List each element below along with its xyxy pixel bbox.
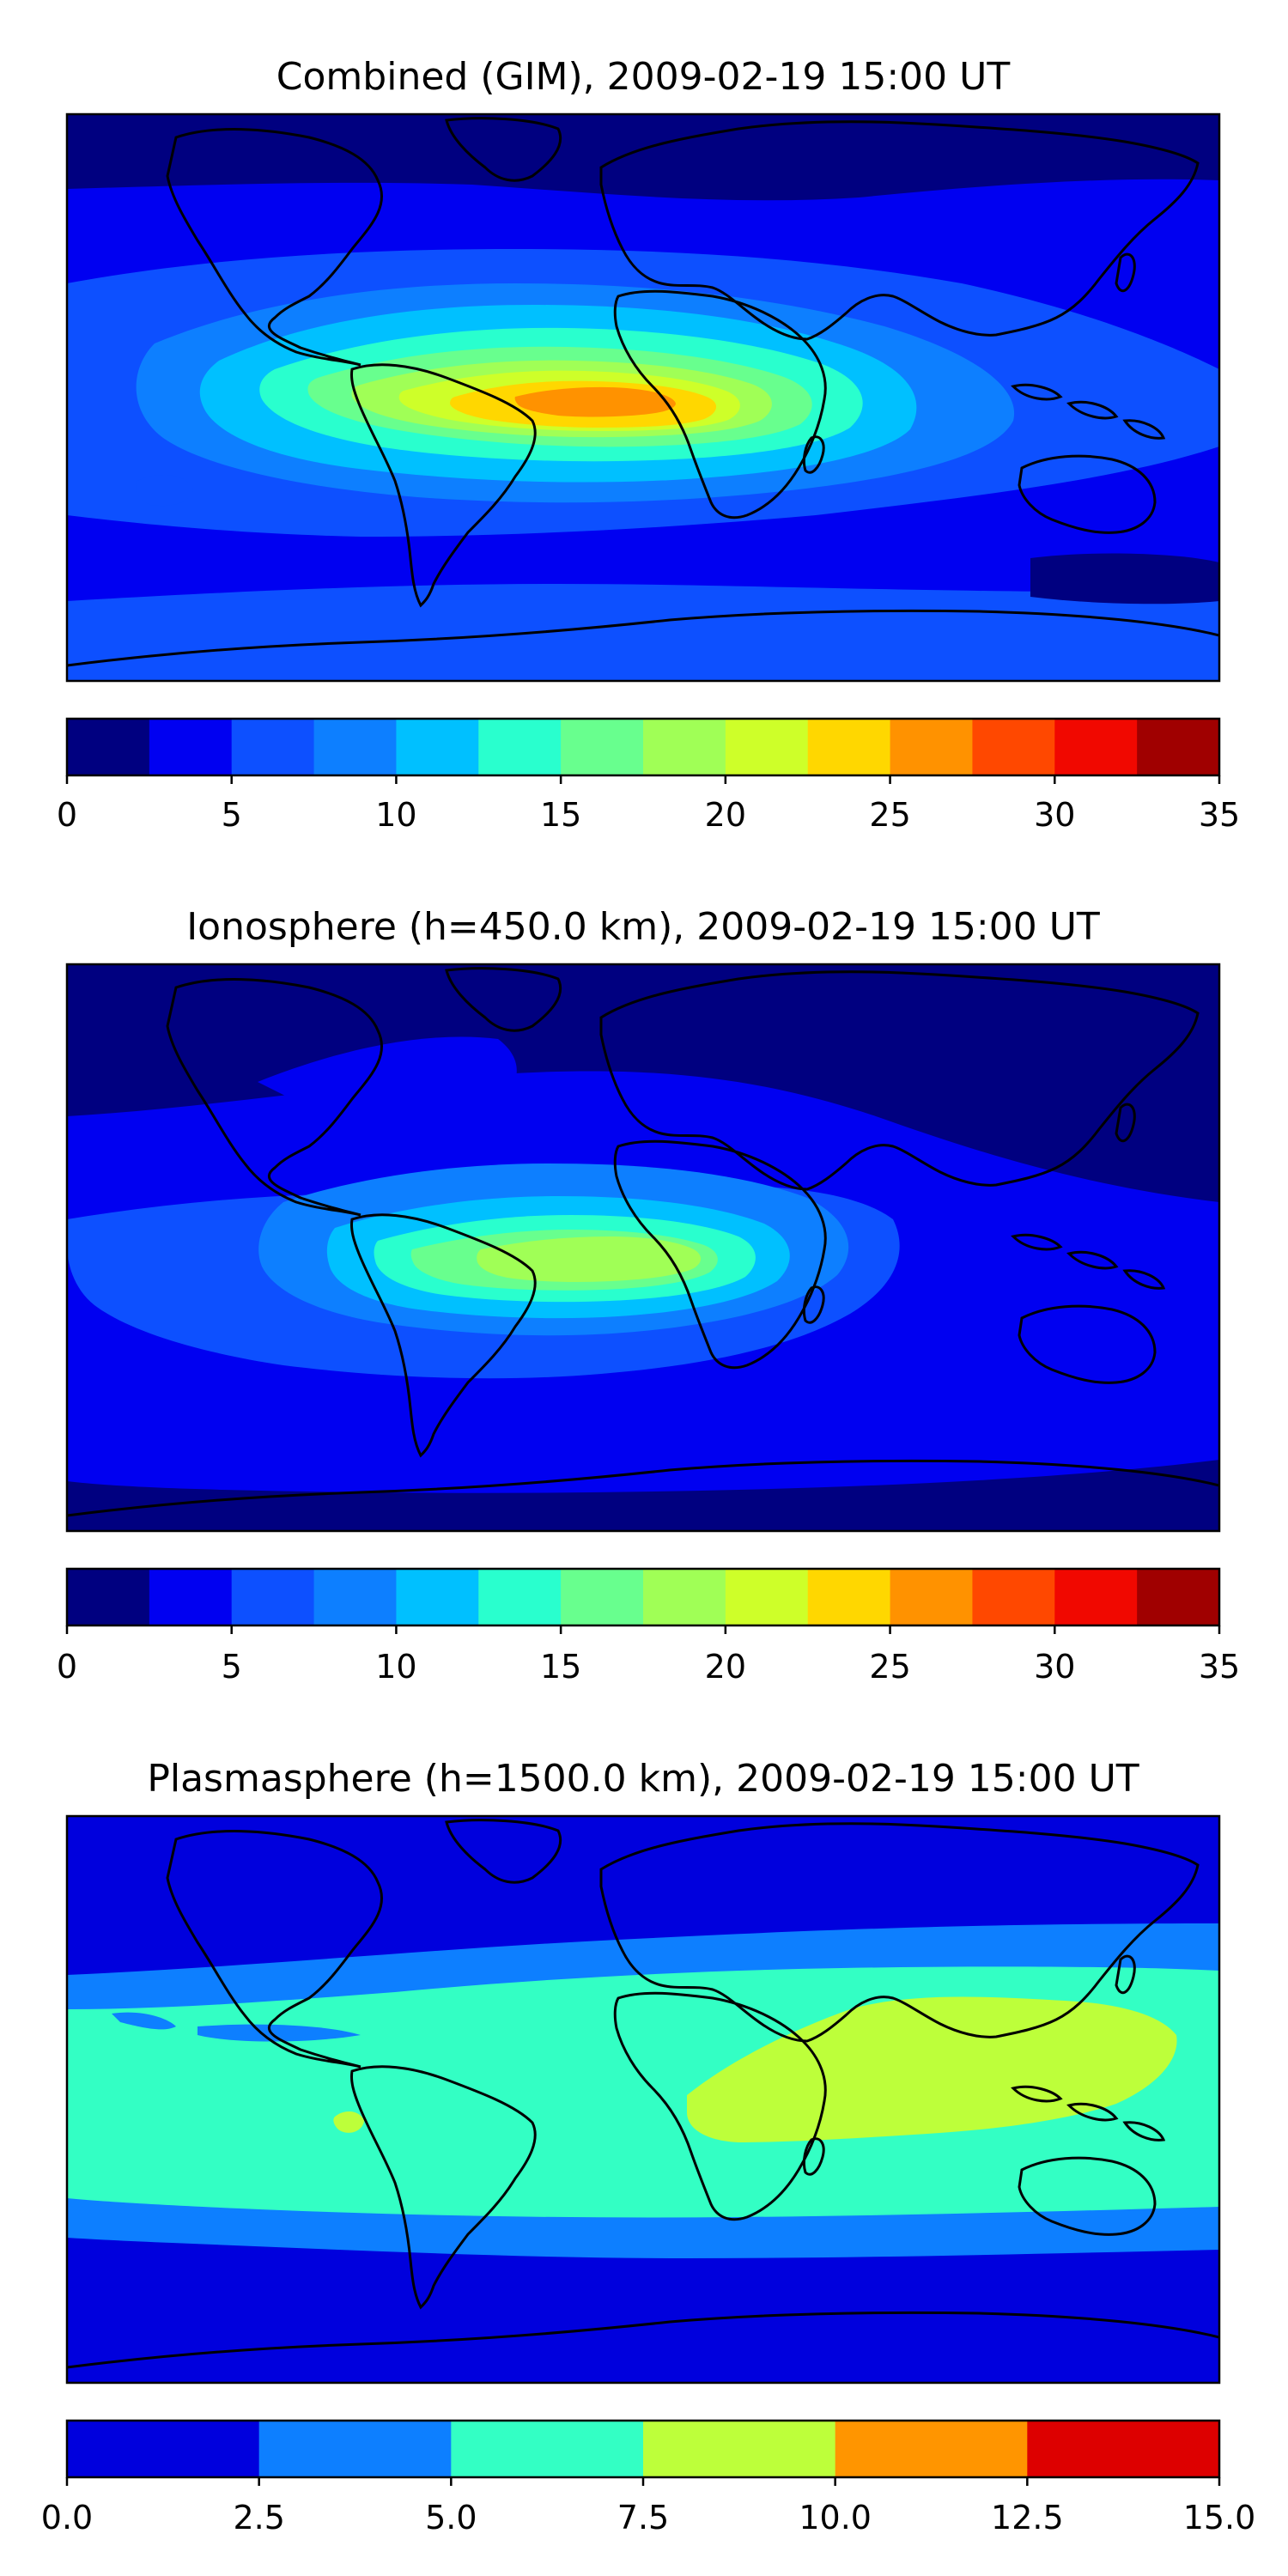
- colorbar-tick-label: 5: [222, 1648, 242, 1686]
- colorbar-segment: [67, 2421, 260, 2477]
- heatmap-plasmasphere: [67, 1816, 1219, 2383]
- colorbar-segment: [67, 719, 150, 775]
- colorbar-tick-label: 30: [1034, 1648, 1075, 1686]
- colorbar-tick-label: 15.0: [1183, 2499, 1256, 2537]
- colorbar-segment: [890, 1569, 974, 1625]
- colorbar-segment: [478, 719, 562, 775]
- colorbar-segment: [1137, 1569, 1220, 1625]
- colorbar-tick-label: 15: [540, 1648, 581, 1686]
- heatmap-combined: [67, 114, 1219, 681]
- colorbar-tick-label: 35: [1199, 1648, 1240, 1686]
- colorbar-combined: 0 5 10 15 20 25 30 35: [57, 717, 1240, 834]
- panel-title-plasmasphere: Plasmasphere (h=1500.0 km), 2009-02-19 1…: [147, 1757, 1139, 1801]
- panel-combined: Combined (GIM), 2009-02-19 15:00 UT 0 5 10…: [57, 55, 1240, 834]
- colorbar-segment: [1137, 719, 1220, 775]
- colorbar-tick-label: 20: [705, 796, 746, 834]
- colorbar-segment: [725, 719, 809, 775]
- map-frame-plasmasphere: [65, 1814, 1221, 2385]
- colorbar-segment: [807, 719, 891, 775]
- colorbar-tick-label: 0.0: [41, 2499, 93, 2537]
- colorbar-tick-label: 30: [1034, 796, 1075, 834]
- colorbar-tick-label: 0: [57, 796, 77, 834]
- colorbar-segment: [561, 719, 644, 775]
- colorbar-tick-label: 12.5: [991, 2499, 1064, 2537]
- colorbar-tick-label: 15: [540, 796, 581, 834]
- colorbar-ionosphere: 0 5 10 15 20 25 30 35: [57, 1567, 1240, 1686]
- colorbar-frame: [65, 1567, 1221, 1627]
- colorbar-segment: [67, 1569, 150, 1625]
- colorbar-segment: [149, 1569, 233, 1625]
- colorbar-tick-label: 10: [375, 1648, 416, 1686]
- colorbar-tick-label: 20: [705, 1648, 746, 1686]
- panel-title-ionosphere: Ionosphere (h=450.0 km), 2009-02-19 15:0…: [186, 905, 1100, 949]
- colorbar-segment: [972, 1569, 1055, 1625]
- colorbar-tick-label: 5.0: [425, 2499, 477, 2537]
- colorbar-segment: [258, 2421, 452, 2477]
- heatmap-ionosphere: [67, 964, 1219, 1531]
- colorbar-segment: [396, 1569, 479, 1625]
- colorbar-segment: [396, 719, 479, 775]
- colorbar-frame: [65, 717, 1221, 777]
- panel-ionosphere: Ionosphere (h=450.0 km), 2009-02-19 15:0…: [57, 905, 1240, 1686]
- colorbar-tick-label: 25: [869, 1648, 910, 1686]
- colorbar-segment: [313, 1569, 398, 1625]
- colorbar-segment: [478, 1569, 562, 1625]
- colorbar-tick-label: 25: [869, 796, 910, 834]
- colorbar-segment: [231, 719, 315, 775]
- colorbar-segment: [643, 719, 726, 775]
- colorbar-segment: [313, 719, 398, 775]
- colorbar-tick-label: 0: [57, 1648, 77, 1686]
- map-frame-combined: [65, 112, 1221, 683]
- panel-title-combined: Combined (GIM), 2009-02-19 15:00 UT: [276, 55, 1011, 99]
- colorbar-segment: [643, 2421, 836, 2477]
- colorbar-segment: [807, 1569, 891, 1625]
- colorbar-tick-label: 2.5: [233, 2499, 284, 2537]
- colorbar-segment: [643, 1569, 726, 1625]
- map-frame-ionosphere: [65, 963, 1221, 1533]
- colorbar-segment: [835, 2421, 1028, 2477]
- colorbar-tick-label: 10.0: [799, 2499, 872, 2537]
- colorbar-tick-label: 7.5: [617, 2499, 669, 2537]
- colorbar-segment: [725, 1569, 809, 1625]
- colorbar-tick-label: 35: [1199, 796, 1240, 834]
- colorbar-segment: [1027, 2421, 1220, 2477]
- colorbar-plasmasphere: 0.0 2.5 5.0 7.5 10.0 12.5 15.0: [41, 2419, 1256, 2537]
- colorbar-segment: [231, 1569, 315, 1625]
- colorbar-segment: [1054, 719, 1138, 775]
- colorbar-tick-label: 5: [222, 796, 242, 834]
- colorbar-segment: [972, 719, 1055, 775]
- colorbar-segment: [561, 1569, 644, 1625]
- colorbar-segment: [451, 2421, 644, 2477]
- colorbar-tick-label: 10: [375, 796, 416, 834]
- colorbar-segment: [149, 719, 233, 775]
- colorbar-segment: [890, 719, 974, 775]
- colorbar-segment: [1054, 1569, 1138, 1625]
- panel-plasmasphere: Plasmasphere (h=1500.0 km), 2009-02-19 1…: [41, 1757, 1256, 2537]
